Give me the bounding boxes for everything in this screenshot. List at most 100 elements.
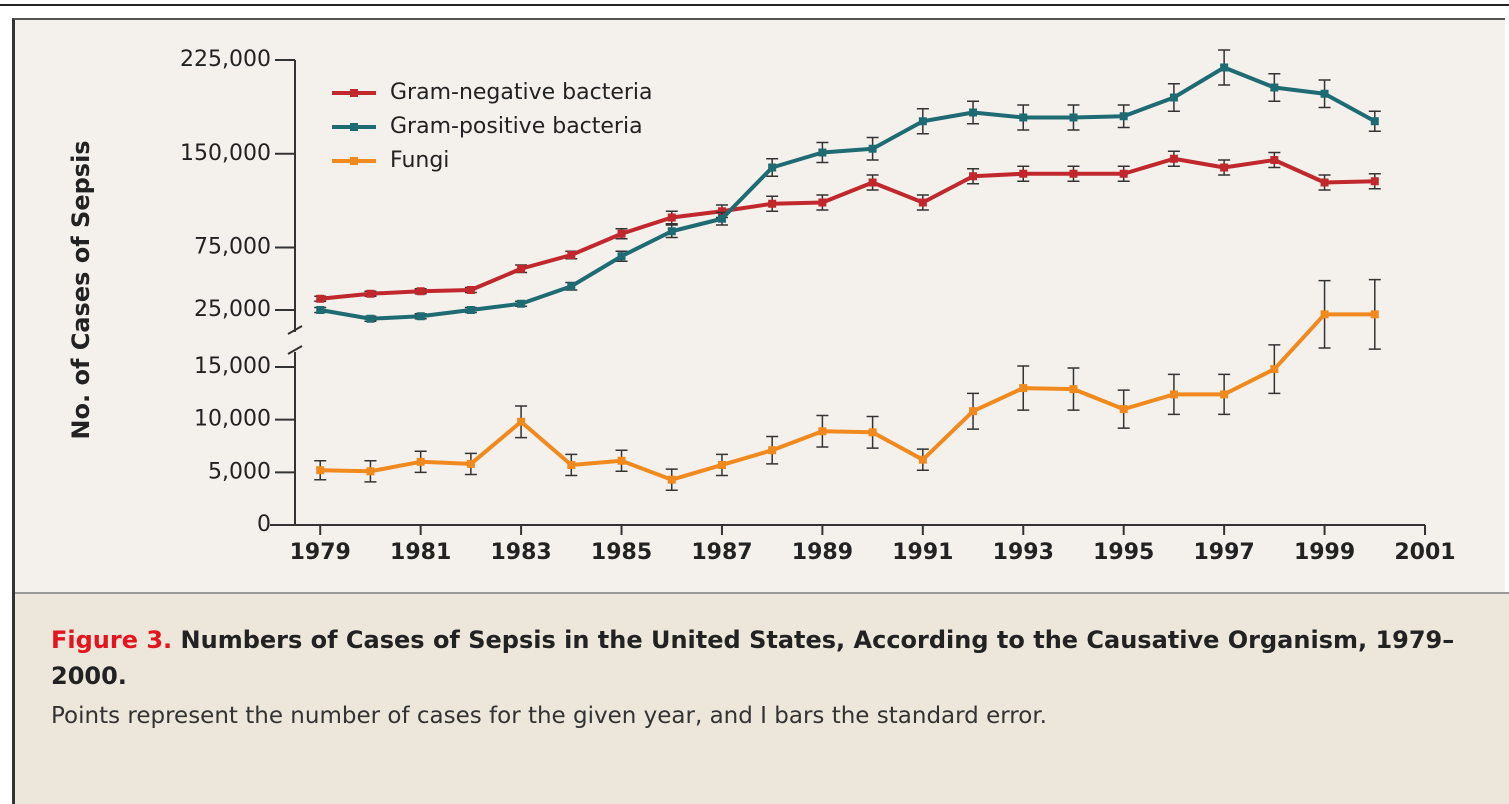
data-point — [567, 251, 576, 259]
data-point — [366, 314, 375, 323]
data-point — [1270, 156, 1279, 164]
x-tick-label: 1985 — [591, 540, 652, 565]
data-point — [517, 299, 526, 308]
data-point — [818, 427, 827, 436]
x-tick-label: 1981 — [390, 540, 451, 565]
data-point — [617, 229, 626, 238]
data-point — [1119, 169, 1128, 178]
data-point — [1169, 154, 1178, 163]
data-point — [768, 163, 777, 172]
legend-marker — [350, 89, 358, 97]
figure-title: Numbers of Cases of Sepsis in the United… — [51, 626, 1455, 690]
data-point — [1169, 390, 1178, 399]
x-tick-label: 1997 — [1194, 540, 1255, 565]
figure-label: Figure 3. — [51, 626, 173, 654]
data-point — [1370, 310, 1379, 319]
data-point — [1119, 405, 1128, 414]
data-point — [1220, 163, 1229, 172]
data-point — [316, 466, 325, 475]
data-point — [617, 252, 626, 261]
data-point — [466, 286, 475, 294]
data-point — [918, 455, 927, 464]
caption-text: Points represent the number of cases for… — [51, 703, 1047, 729]
data-point — [1019, 113, 1028, 122]
y-tick-label: 75,000 — [194, 235, 271, 260]
y-tick-label: 150,000 — [180, 141, 271, 166]
data-point — [316, 306, 325, 314]
data-point — [416, 287, 425, 296]
data-point — [1019, 384, 1028, 393]
x-tick-label: 1979 — [290, 540, 351, 565]
data-point — [918, 117, 927, 126]
data-point — [1069, 169, 1078, 178]
data-point — [717, 460, 726, 469]
x-tick-label: 1989 — [792, 540, 853, 565]
chart: No. of Cases of Sepsis 0 5,000 10,000 15,00… — [67, 47, 1456, 565]
y-tick-label: 225,000 — [180, 47, 271, 72]
data-point — [567, 282, 576, 291]
data-point — [1169, 93, 1178, 102]
axis-break — [287, 325, 303, 335]
data-point — [1069, 113, 1078, 122]
data-point — [1270, 365, 1279, 374]
data-point — [1270, 83, 1279, 92]
data-point — [517, 264, 526, 273]
y-axis-label: No. of Cases of Sepsis — [67, 140, 95, 439]
data-point — [416, 312, 425, 321]
data-point — [1320, 310, 1329, 319]
data-point — [567, 460, 576, 469]
x-tick-label: 1993 — [993, 540, 1054, 565]
x-tick-label: 2001 — [1394, 540, 1455, 565]
series-line — [320, 156, 1375, 301]
y-tick-label: 5,000 — [208, 459, 271, 484]
data-point — [818, 148, 827, 157]
data-point — [466, 459, 475, 468]
data-point — [868, 178, 877, 187]
data-point — [366, 467, 375, 476]
axis-break — [287, 345, 303, 355]
data-point — [818, 198, 827, 207]
legend-marker — [350, 123, 358, 131]
y-tick-label: 25,000 — [194, 297, 271, 322]
data-point — [717, 207, 726, 216]
caption-heading: Figure 3. Numbers of Cases of Sepsis in … — [51, 622, 1473, 694]
data-point — [667, 213, 676, 222]
data-point — [868, 144, 877, 153]
data-point — [667, 475, 676, 484]
data-point — [667, 227, 676, 236]
data-point — [918, 198, 927, 207]
x-tick-label: 1991 — [892, 540, 953, 565]
x-tick-label: 1983 — [490, 540, 551, 565]
data-point — [1370, 177, 1379, 186]
data-point — [969, 407, 978, 416]
series-line — [320, 312, 1375, 482]
x-tick-label: 1999 — [1294, 540, 1355, 565]
data-point — [717, 214, 726, 223]
data-point — [1320, 178, 1329, 187]
legend-marker — [350, 157, 358, 165]
caption: Figure 3. Numbers of Cases of Sepsis in … — [15, 592, 1509, 804]
data-point — [517, 417, 526, 426]
data-point — [416, 457, 425, 466]
series-line — [319, 65, 1376, 321]
data-point — [868, 428, 877, 437]
data-point — [1019, 169, 1028, 178]
y-tick-label: 15,000 — [194, 354, 271, 379]
data-point — [1069, 385, 1078, 394]
data-point — [1220, 63, 1229, 72]
y-tick-label: 10,000 — [194, 407, 271, 432]
data-point — [768, 199, 777, 208]
data-point — [768, 446, 777, 455]
legend-label: Fungi — [390, 148, 449, 173]
y-tick-label: 0 — [257, 512, 271, 537]
x-tick-label: 1987 — [691, 540, 752, 565]
data-point — [316, 294, 325, 303]
data-point — [366, 289, 375, 298]
legend-label: Gram-negative bacteria — [390, 80, 653, 105]
data-point — [1320, 89, 1329, 98]
data-point — [1370, 117, 1379, 126]
data-point — [466, 306, 475, 314]
data-point — [1220, 390, 1229, 399]
data-point — [1119, 112, 1128, 121]
